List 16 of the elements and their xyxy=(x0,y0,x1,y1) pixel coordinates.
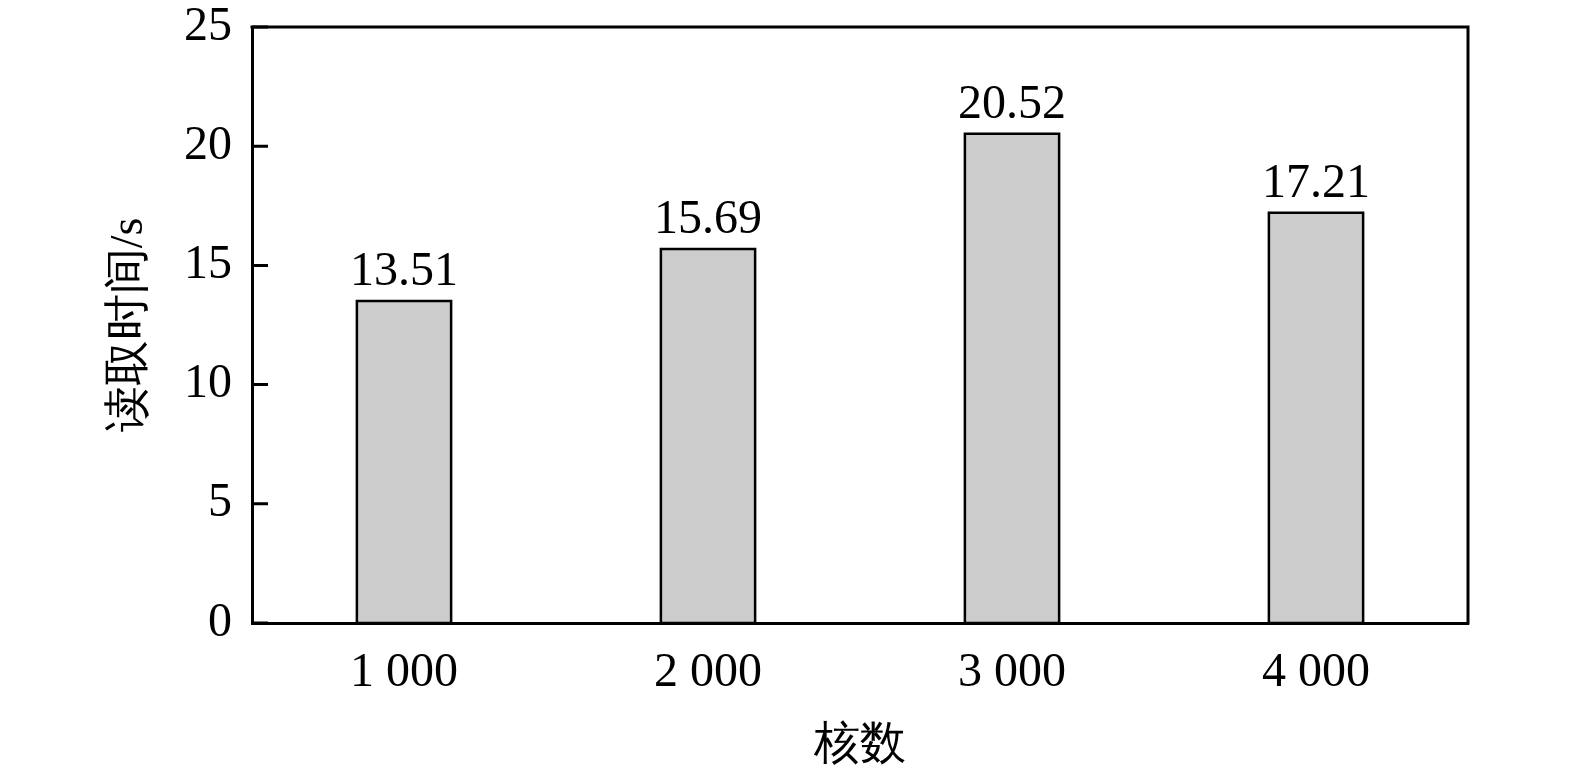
x-tick-label: 4 000 xyxy=(1262,643,1370,697)
y-tick-label: 25 xyxy=(184,0,232,50)
x-tick-label: 1 000 xyxy=(350,643,458,697)
data-label: 15.69 xyxy=(654,189,762,243)
y-tick-label: 15 xyxy=(184,235,232,289)
x-tick-label: 3 000 xyxy=(958,643,1066,697)
x-axis-title: 核数 xyxy=(813,716,906,768)
y-tick-label: 20 xyxy=(184,115,232,169)
data-label: 20.52 xyxy=(958,74,1066,128)
y-tick-label: 0 xyxy=(208,592,232,646)
data-label: 13.51 xyxy=(350,241,458,295)
y-axis-title: 读取时间/s xyxy=(100,217,152,433)
x-tick-label: 2 000 xyxy=(654,643,762,697)
data-label: 17.21 xyxy=(1262,153,1370,207)
y-tick-label: 5 xyxy=(208,473,232,527)
y-tick-label: 10 xyxy=(184,354,232,408)
